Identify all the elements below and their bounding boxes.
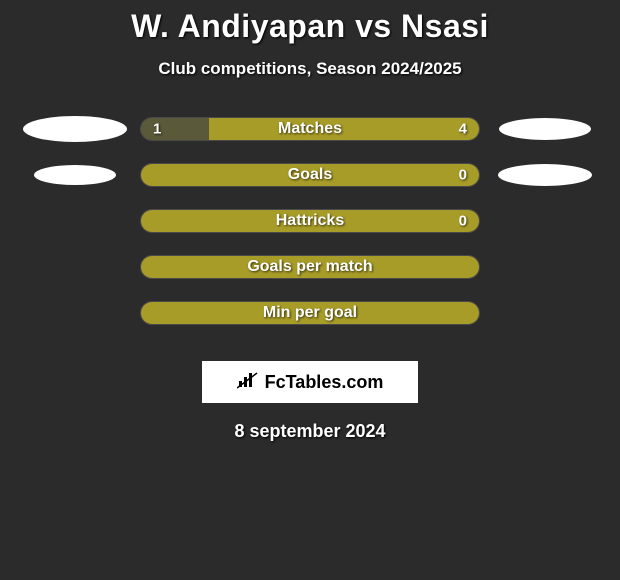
stat-bar-hattricks: Hattricks 0 xyxy=(140,209,480,233)
stat-row: Goals 0 xyxy=(0,163,620,187)
bar-left-segment xyxy=(141,118,209,140)
left-badge-slot xyxy=(10,116,140,142)
comparison-widget: W. Andiyapan vs Nsasi Club competitions,… xyxy=(0,0,620,442)
brand-text: FcTables.com xyxy=(265,372,384,393)
stat-bar-matches: 1 Matches 4 xyxy=(140,117,480,141)
placeholder-ellipse xyxy=(499,118,591,140)
stat-row: Hattricks 0 xyxy=(0,209,620,233)
stat-bar-min-per-goal: Min per goal xyxy=(140,301,480,325)
date-text: 8 september 2024 xyxy=(0,421,620,442)
bar-right-value: 0 xyxy=(459,213,467,230)
bar-right-value: 4 xyxy=(459,121,467,138)
bar-right-segment xyxy=(209,118,479,140)
bar-right-value: 0 xyxy=(459,167,467,184)
bar-left-value: 1 xyxy=(153,121,161,138)
placeholder-ellipse xyxy=(498,164,592,186)
stat-row: Goals per match xyxy=(0,255,620,279)
brand-box[interactable]: FcTables.com xyxy=(202,361,418,403)
placeholder-ellipse xyxy=(34,165,116,185)
bars-icon xyxy=(237,371,259,394)
right-badge-slot xyxy=(480,164,610,186)
stat-row: Min per goal xyxy=(0,301,620,325)
stat-bar-goals: Goals 0 xyxy=(140,163,480,187)
bar-right-segment xyxy=(141,302,479,324)
stat-bar-goals-per-match: Goals per match xyxy=(140,255,480,279)
bar-right-segment xyxy=(141,256,479,278)
left-badge-slot xyxy=(10,165,140,185)
subtitle: Club competitions, Season 2024/2025 xyxy=(0,59,620,79)
placeholder-ellipse xyxy=(23,116,127,142)
page-title: W. Andiyapan vs Nsasi xyxy=(0,8,620,45)
bar-right-segment xyxy=(141,210,479,232)
stat-row: 1 Matches 4 xyxy=(0,117,620,141)
right-badge-slot xyxy=(480,118,610,140)
bar-right-segment xyxy=(141,164,479,186)
